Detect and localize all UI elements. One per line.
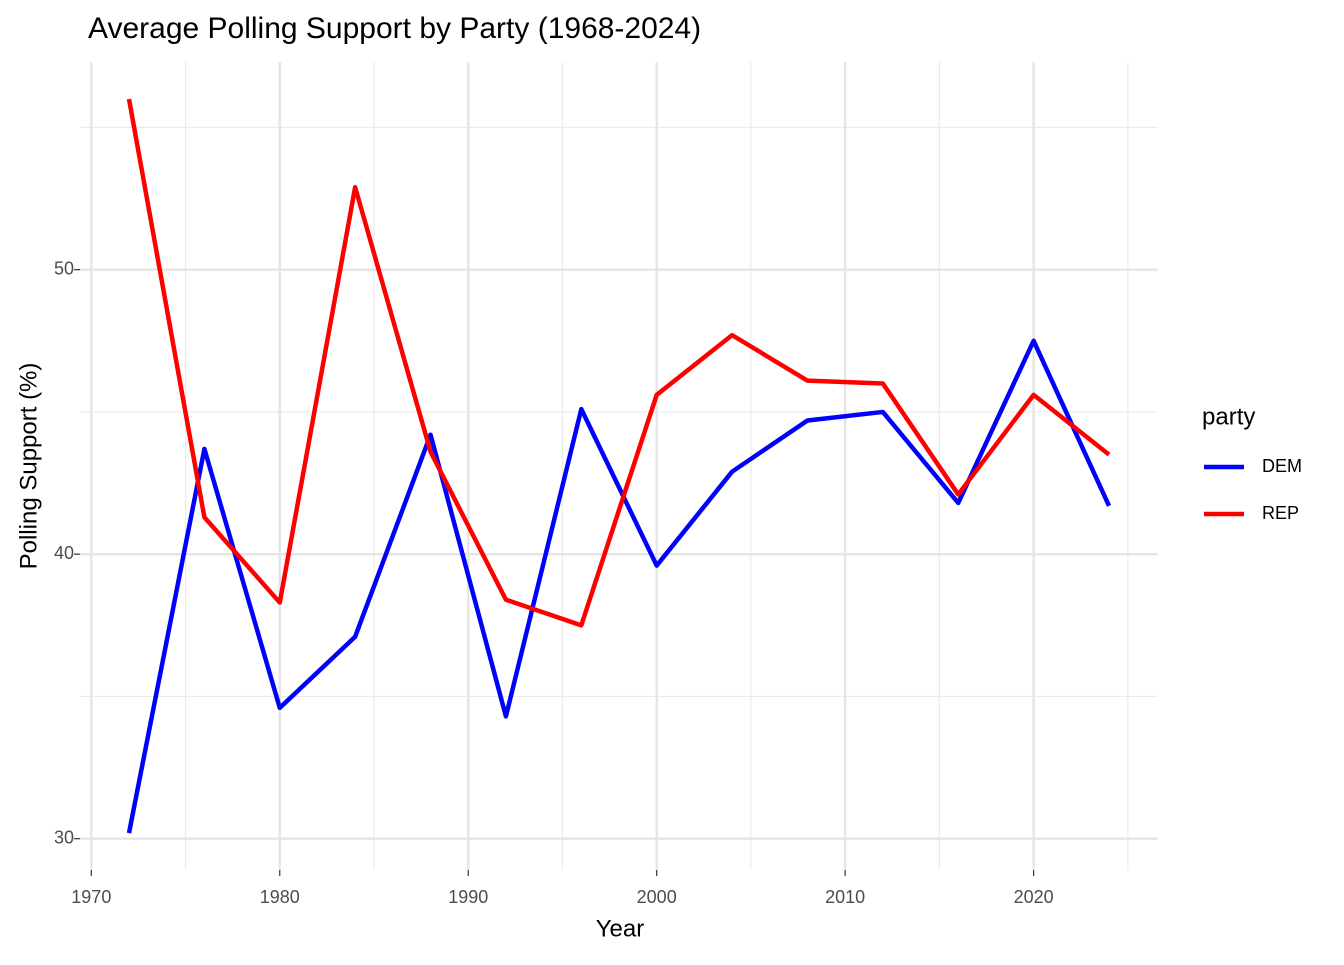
y-tick-label: 40 [54, 543, 74, 563]
series-line [126, 98, 1111, 628]
legend-label: REP [1262, 503, 1299, 523]
x-axis-label: Year [596, 915, 645, 942]
legend-title: party [1202, 403, 1255, 430]
x-tick-label: 1970 [71, 887, 111, 907]
legend-label: DEM [1262, 456, 1302, 476]
y-tick-label: 30 [54, 827, 74, 847]
x-tick-label: 2010 [825, 887, 865, 907]
x-tick-label: 1980 [260, 887, 300, 907]
series-line [126, 338, 1112, 834]
x-tick-label: 1990 [448, 887, 488, 907]
chart-title: Average Polling Support by Party (1968-2… [88, 12, 701, 45]
x-tick-label: 2020 [1014, 887, 1054, 907]
x-tick-label: 2000 [637, 887, 677, 907]
y-tick-label: 50 [54, 258, 74, 278]
y-axis-label: Polling Support (%) [15, 363, 42, 570]
